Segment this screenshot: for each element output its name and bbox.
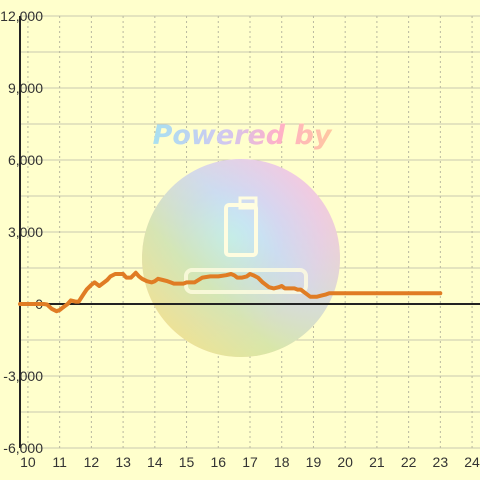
x-tick-label: 11 — [52, 454, 67, 470]
axes — [19, 16, 480, 448]
y-tick-label: 6,000 — [8, 152, 43, 168]
x-tick-label: 20 — [337, 454, 353, 470]
watermark-text: Powered by — [153, 120, 333, 151]
x-tick-label: 14 — [147, 454, 163, 470]
x-tick-label: 21 — [369, 454, 385, 470]
x-tick-label: 19 — [306, 454, 322, 470]
y-tick-label: 12,000 — [0, 8, 43, 24]
y-tick-label: 9,000 — [8, 80, 43, 96]
x-tick-label: 12 — [84, 454, 100, 470]
x-tick-label: 18 — [274, 454, 290, 470]
axis-tick-labels: -6,000-3,00003,0006,0009,00012,000101112… — [0, 8, 480, 470]
y-tick-label: -3,000 — [3, 368, 43, 384]
x-tick-label: 10 — [20, 454, 36, 470]
x-tick-label: 15 — [179, 454, 195, 470]
x-tick-label: 24 — [464, 454, 480, 470]
x-tick-label: 13 — [115, 454, 131, 470]
x-tick-label: 16 — [210, 454, 226, 470]
y-tick-label: 3,000 — [8, 224, 43, 240]
x-tick-label: 22 — [401, 454, 417, 470]
series-layer — [18, 270, 443, 314]
watermark: Powered by — [142, 120, 340, 357]
series-line — [18, 270, 443, 314]
y-tick-label: -6,000 — [3, 440, 43, 456]
x-tick-label: 17 — [242, 454, 258, 470]
x-tick-label: 23 — [433, 454, 449, 470]
